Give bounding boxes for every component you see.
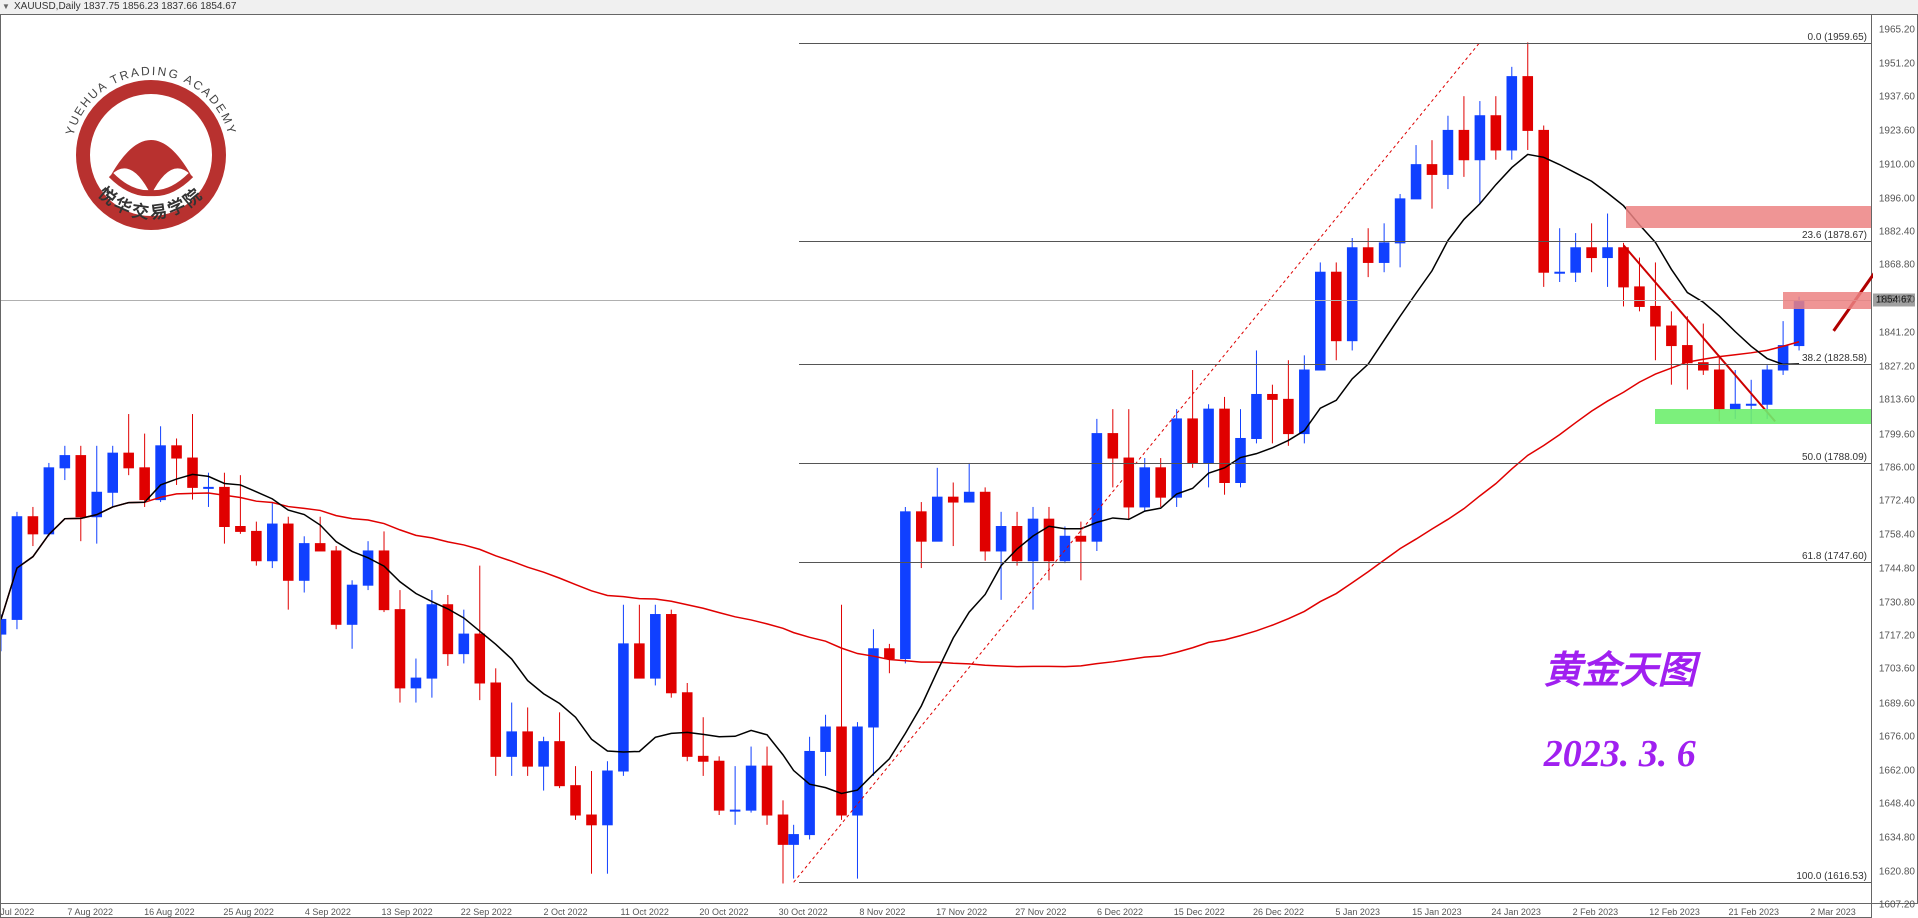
x-tick: 22 Sep 2022 [461, 907, 512, 917]
y-tick: 1854.80 [1879, 294, 1915, 305]
fib-line-23.6 [799, 241, 1871, 242]
symbol-title: XAUUSD,Daily 1837.75 1856.23 1837.66 185… [14, 1, 236, 12]
fib-line-61.8 [799, 562, 1871, 563]
x-tick: 7 Aug 2022 [67, 907, 113, 917]
fib-line-100.0 [799, 882, 1871, 883]
y-tick: 1772.40 [1879, 496, 1915, 507]
fib-label-61.8: 61.8 (1747.60) [1802, 551, 1867, 562]
annotation-line2: 2023. 3. 6 [1544, 732, 1696, 776]
x-tick: 15 Dec 2022 [1174, 907, 1225, 917]
x-tick: 4 Sep 2022 [305, 907, 351, 917]
y-tick: 1965.20 [1879, 24, 1915, 35]
y-tick: 1923.60 [1879, 126, 1915, 137]
y-tick: 1813.60 [1879, 395, 1915, 406]
x-tick: 27 Nov 2022 [1015, 907, 1066, 917]
x-tick: 28 Jul 2022 [0, 907, 34, 917]
x-tick: 26 Dec 2022 [1253, 907, 1304, 917]
x-tick: 11 Oct 2022 [621, 907, 669, 917]
y-tick: 1717.20 [1879, 631, 1915, 642]
y-tick: 1620.80 [1879, 866, 1915, 877]
current-price-line [1, 300, 1871, 301]
x-tick: 2 Oct 2022 [544, 907, 588, 917]
fib-line-50.0 [799, 463, 1871, 464]
y-tick: 1896.00 [1879, 193, 1915, 204]
y-tick: 1634.80 [1879, 832, 1915, 843]
annotation-line1: 黄金天图 [1544, 639, 1696, 694]
y-axis: 1854.67 1965.201951.201937.601923.601910… [1872, 14, 1918, 904]
symbol-title-bar: XAUUSD,Daily 1837.75 1856.23 1837.66 185… [0, 0, 1918, 15]
x-tick: 25 Aug 2022 [223, 907, 274, 917]
logo-svg: YUEHUA TRADING ACADEMY 悦华交易学院 [41, 45, 261, 265]
y-tick: 1703.60 [1879, 664, 1915, 675]
x-tick: 8 Nov 2022 [859, 907, 905, 917]
fib-label-38.2: 38.2 (1828.58) [1802, 353, 1867, 364]
x-tick: 12 Feb 2023 [1649, 907, 1700, 917]
x-tick: 30 Oct 2022 [779, 907, 828, 917]
y-tick: 1910.00 [1879, 159, 1915, 170]
y-tick: 1868.80 [1879, 260, 1915, 271]
zone-2 [1655, 409, 1871, 424]
y-tick: 1951.20 [1879, 58, 1915, 69]
x-tick: 6 Dec 2022 [1097, 907, 1143, 917]
fib-label-23.6: 23.6 (1878.67) [1802, 230, 1867, 241]
fib-label-100.0: 100.0 (1616.53) [1796, 871, 1867, 882]
y-tick: 1744.80 [1879, 563, 1915, 574]
y-tick: 1676.00 [1879, 731, 1915, 742]
zone-0 [1626, 206, 1871, 228]
plot-area[interactable]: 0.0 (1959.65) 23.6 (1878.67) 38.2 (1828.58… [0, 14, 1872, 904]
x-tick: 13 Sep 2022 [382, 907, 433, 917]
y-tick: 1758.40 [1879, 530, 1915, 541]
x-axis: 28 Jul 2022 7 Aug 2022 16 Aug 2022 25 Aug 2… [0, 904, 1872, 918]
x-tick: 16 Aug 2022 [144, 907, 195, 917]
x-tick: 5 Jan 2023 [1335, 907, 1380, 917]
x-tick: 17 Nov 2022 [936, 907, 987, 917]
y-tick: 1662.00 [1879, 766, 1915, 777]
y-tick: 1648.40 [1879, 799, 1915, 810]
fib-label-50.0: 50.0 (1788.09) [1802, 452, 1867, 463]
fib-line-0.0 [799, 43, 1871, 44]
y-tick: 1882.40 [1879, 227, 1915, 238]
y-tick: 1730.80 [1879, 597, 1915, 608]
x-tick: 2 Mar 2023 [1810, 907, 1856, 917]
x-tick: 15 Jan 2023 [1412, 907, 1462, 917]
y-tick: 1607.20 [1879, 900, 1915, 911]
x-tick: 21 Feb 2023 [1729, 907, 1780, 917]
y-tick: 1827.20 [1879, 362, 1915, 373]
fib-line-38.2 [799, 364, 1871, 365]
chart-container: XAUUSD,Daily 1837.75 1856.23 1837.66 185… [0, 0, 1918, 918]
y-tick: 1786.00 [1879, 462, 1915, 473]
x-tick: 2 Feb 2023 [1573, 907, 1619, 917]
y-tick: 1937.60 [1879, 92, 1915, 103]
x-tick: 20 Oct 2022 [699, 907, 748, 917]
zone-1 [1783, 292, 1871, 309]
fib-label-0.0: 0.0 (1959.65) [1808, 32, 1868, 43]
y-tick: 1841.20 [1879, 327, 1915, 338]
y-tick: 1689.60 [1879, 698, 1915, 709]
logo: YUEHUA TRADING ACADEMY 悦华交易学院 [41, 45, 261, 270]
x-tick: 24 Jan 2023 [1491, 907, 1541, 917]
y-tick: 1799.60 [1879, 429, 1915, 440]
